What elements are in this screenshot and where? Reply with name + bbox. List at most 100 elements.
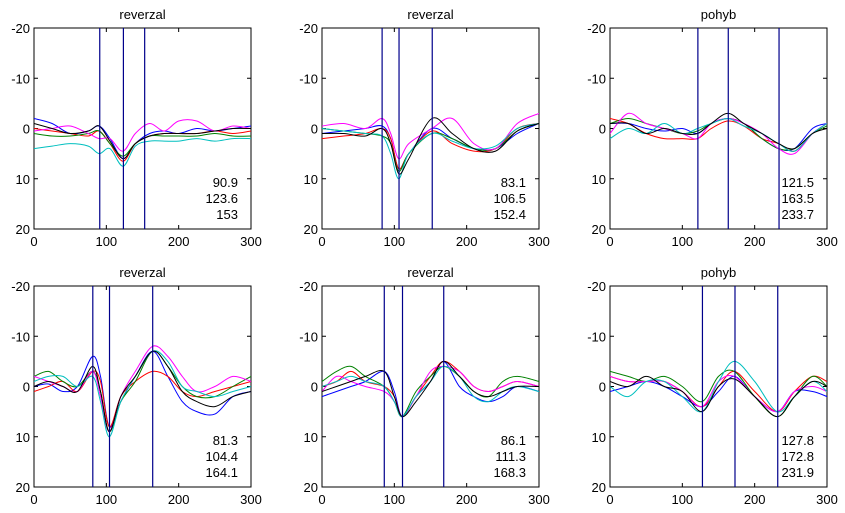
series-line-4 [34, 119, 251, 152]
series-group [34, 345, 251, 438]
x-tick-label: 0 [318, 234, 325, 249]
series-line-6 [322, 360, 539, 418]
x-tick-label: 100 [95, 234, 117, 249]
y-tick-label: 20 [16, 480, 30, 495]
x-tick-label: 300 [240, 492, 262, 507]
x-tick-label: 200 [168, 234, 190, 249]
marker-value-label: 152.4 [493, 207, 526, 222]
y-tick-label: 10 [304, 172, 318, 187]
y-tick-label: -20 [587, 279, 606, 294]
marker-value-label: 81.3 [213, 433, 238, 448]
x-tick-label: 200 [456, 234, 478, 249]
chart-title: reverzal [119, 7, 165, 22]
y-tick-label: 0 [599, 380, 606, 395]
y-tick-label: 0 [23, 122, 30, 137]
x-tick-label: 200 [168, 492, 190, 507]
chart-title: reverzal [119, 265, 165, 280]
y-tick-label: 20 [304, 222, 318, 237]
y-tick-label: 0 [311, 380, 318, 395]
y-tick-label: -10 [587, 71, 606, 86]
series-line-6 [610, 112, 827, 150]
series-group [322, 360, 539, 418]
series-line-5 [34, 137, 251, 167]
series-line-5 [322, 365, 539, 418]
y-tick-label: -10 [299, 71, 318, 86]
x-tick-label: 0 [606, 234, 613, 249]
marker-value-label: 163.5 [781, 191, 814, 206]
marker-value-label: 106.5 [493, 191, 526, 206]
series-line-6 [34, 350, 251, 433]
series-group [322, 112, 539, 180]
marker-value-label: 153 [216, 207, 238, 222]
y-tick-label: 20 [304, 480, 318, 495]
marker-value-label: 164.1 [205, 465, 238, 480]
x-tick-label: 300 [816, 492, 838, 507]
plot-area [321, 27, 540, 230]
marker-value-label: 83.1 [501, 175, 526, 190]
marker-value-label: 172.8 [781, 449, 814, 464]
y-tick-label: -10 [11, 71, 30, 86]
chart-title: pohyb [701, 265, 736, 280]
series-line-6 [34, 123, 251, 160]
marker-value-label: 233.7 [781, 207, 814, 222]
series-line-6 [610, 375, 827, 418]
x-tick-label: 300 [816, 234, 838, 249]
marker-value-label: 104.4 [205, 449, 238, 464]
x-tick-label: 300 [240, 234, 262, 249]
series-line-4 [322, 112, 539, 160]
y-tick-label: -20 [11, 279, 30, 294]
x-tick-label: 0 [30, 492, 37, 507]
y-tick-label: 10 [16, 172, 30, 187]
x-tick-label: 100 [383, 234, 405, 249]
series-group [34, 118, 251, 167]
y-tick-label: -10 [11, 329, 30, 344]
series-line-4 [322, 365, 539, 418]
y-tick-label: 20 [16, 222, 30, 237]
marker-value-label: 90.9 [213, 175, 238, 190]
x-tick-label: 200 [456, 492, 478, 507]
x-tick-label: 200 [744, 492, 766, 507]
y-tick-label: 20 [592, 480, 606, 495]
series-line-5 [322, 123, 539, 180]
x-tick-label: 100 [671, 492, 693, 507]
y-tick-label: 10 [304, 430, 318, 445]
series-group [610, 360, 827, 418]
marker-value-label: 111.3 [495, 449, 526, 464]
marker-value-label: 86.1 [501, 433, 526, 448]
x-tick-label: 300 [528, 234, 550, 249]
marker-value-label: 123.6 [205, 191, 238, 206]
x-tick-label: 200 [744, 234, 766, 249]
y-tick-label: 10 [592, 172, 606, 187]
marker-value-label: 127.8 [781, 433, 814, 448]
x-tick-label: 300 [528, 492, 550, 507]
plot-area [33, 27, 252, 230]
series-line-3 [34, 350, 251, 433]
y-tick-label: -20 [587, 21, 606, 36]
series-line-5 [34, 350, 251, 438]
y-tick-label: -20 [299, 279, 318, 294]
chart-title: reverzal [407, 265, 453, 280]
y-tick-label: -10 [299, 329, 318, 344]
x-tick-label: 0 [318, 492, 325, 507]
x-tick-label: 100 [383, 492, 405, 507]
marker-value-label: 168.3 [493, 465, 526, 480]
y-tick-label: -20 [11, 21, 30, 36]
marker-value-label: 231.9 [781, 465, 814, 480]
y-tick-label: 20 [592, 222, 606, 237]
x-tick-label: 100 [671, 234, 693, 249]
x-tick-label: 0 [606, 492, 613, 507]
x-tick-label: 0 [30, 234, 37, 249]
y-tick-label: 0 [23, 380, 30, 395]
y-tick-label: -10 [587, 329, 606, 344]
chart-title: pohyb [701, 7, 736, 22]
chart-title: reverzal [407, 7, 453, 22]
y-tick-label: -20 [299, 21, 318, 36]
y-tick-label: 0 [311, 122, 318, 137]
y-tick-label: 0 [599, 122, 606, 137]
